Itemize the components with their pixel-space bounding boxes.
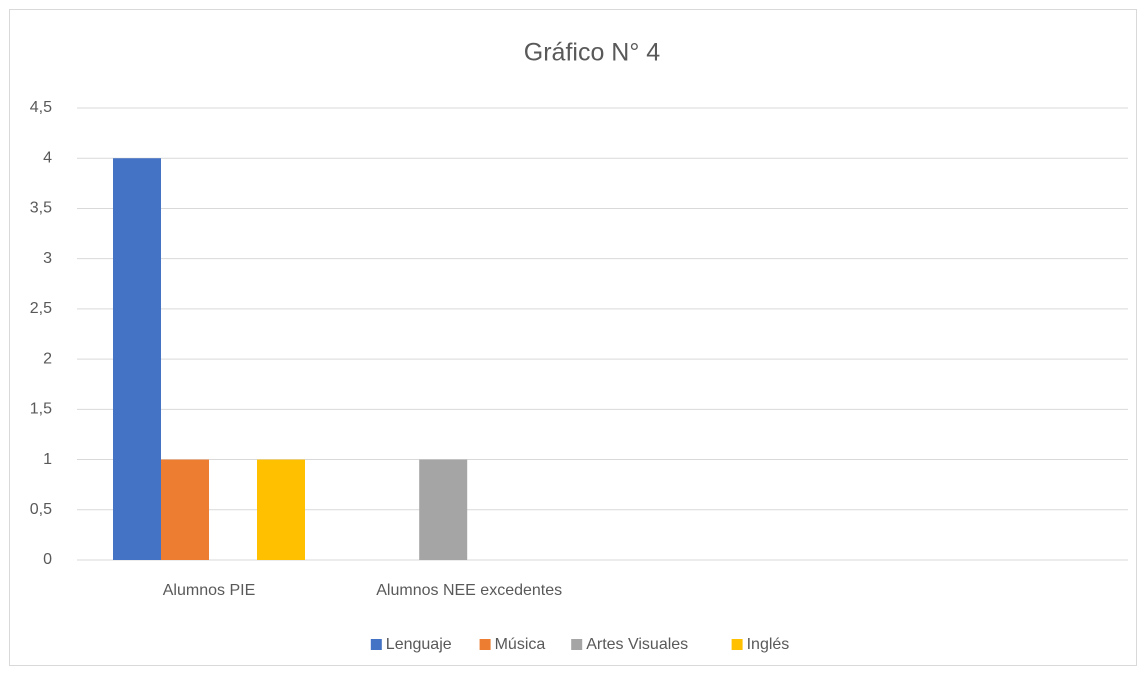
chart-title: Gráfico N° 4 (524, 39, 661, 67)
x-tick-label: Alumnos PIE (163, 582, 255, 599)
legend-swatch (479, 639, 491, 650)
y-tick-label: 2 (43, 350, 52, 367)
legend-swatch (731, 639, 743, 650)
x-tick-label: Alumnos NEE excedentes (376, 582, 562, 599)
legend-swatch (571, 639, 583, 650)
y-tick-label: 2,5 (30, 300, 52, 317)
y-tick-label: 3,5 (30, 200, 52, 217)
legend-label: Lenguaje (386, 636, 452, 653)
legend-swatch (370, 639, 382, 650)
y-tick-label: 4 (43, 149, 52, 166)
legend-label: Artes Visuales (586, 636, 688, 653)
y-tick-label: 4,5 (30, 99, 52, 116)
bar (161, 459, 209, 560)
y-tick-label: 1,5 (30, 401, 52, 418)
legend-label: Música (495, 636, 546, 653)
bar (113, 158, 161, 560)
y-tick-label: 0 (43, 551, 52, 568)
y-tick-label: 0,5 (30, 501, 52, 518)
bar (419, 459, 468, 560)
y-tick-label: 1 (43, 451, 52, 468)
y-tick-label: 3 (43, 250, 52, 267)
legend-label: Inglés (747, 636, 790, 653)
bar (257, 459, 305, 560)
